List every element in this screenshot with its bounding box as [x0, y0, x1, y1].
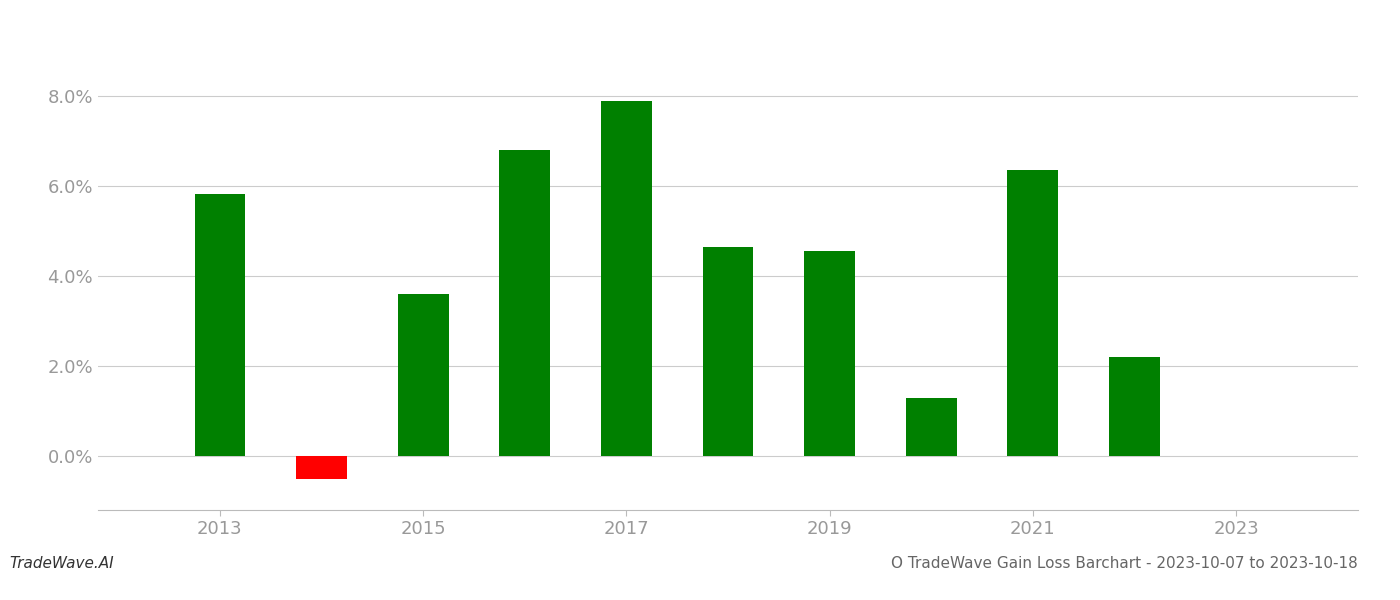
Bar	[297, 456, 347, 479]
Bar	[195, 194, 245, 456]
Bar	[804, 251, 855, 456]
Bar	[906, 397, 956, 456]
Text: TradeWave.AI: TradeWave.AI	[10, 556, 115, 571]
Bar	[500, 150, 550, 456]
Bar	[703, 247, 753, 456]
Bar	[1109, 357, 1159, 456]
Bar	[398, 294, 448, 456]
Text: O TradeWave Gain Loss Barchart - 2023-10-07 to 2023-10-18: O TradeWave Gain Loss Barchart - 2023-10…	[892, 556, 1358, 571]
Bar	[601, 100, 652, 456]
Bar	[1008, 170, 1058, 456]
